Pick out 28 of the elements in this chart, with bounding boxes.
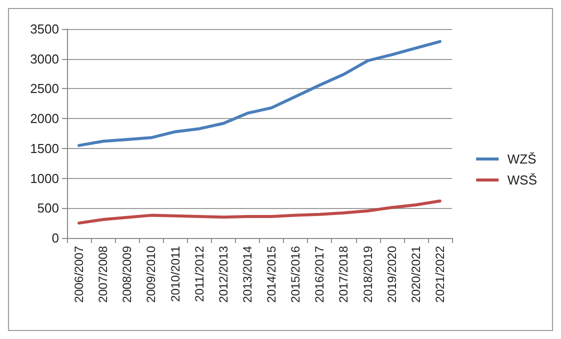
- x-tick-label: 2016/2017: [312, 246, 327, 303]
- x-tick-label: 2021/2022: [432, 246, 447, 303]
- y-tick-label: 3000: [30, 51, 59, 66]
- y-tick-label: 2000: [30, 111, 59, 126]
- x-tick-label: 2010/2011: [168, 246, 182, 302]
- x-tick-label: 2020/2021: [408, 246, 423, 303]
- legend-label: WSŠ: [507, 172, 538, 188]
- x-tick-label: 2013/2014: [240, 246, 254, 303]
- y-tick-label: 3500: [30, 22, 59, 36]
- legend-label: WZŠ: [507, 152, 537, 166]
- y-tick-label: 2500: [30, 81, 59, 96]
- line-series: [78, 199, 442, 225]
- x-tick-label: 2011/2012: [192, 246, 206, 302]
- x-tick-label: 2009/2010: [144, 246, 158, 303]
- y-tick-label: 1500: [30, 140, 59, 156]
- y-tick-label: 500: [37, 200, 59, 216]
- x-tick-label: 2018/2019: [360, 246, 375, 303]
- x-tick-label: 2012/2013: [216, 246, 230, 303]
- line-series: [78, 40, 442, 147]
- x-tick-label: 2014/2015: [264, 246, 279, 303]
- x-tick-label: 2015/2016: [288, 246, 303, 303]
- y-tick-label: 0: [52, 230, 59, 246]
- x-tick-label: 2006/2007: [72, 246, 86, 303]
- x-tick-label: 2019/2020: [384, 246, 399, 303]
- x-tick-label: 2017/2018: [336, 246, 351, 303]
- x-tick-label: 2008/2009: [120, 246, 134, 303]
- y-tick-label: 1000: [30, 170, 59, 186]
- x-tick-label: 2007/2008: [96, 246, 110, 303]
